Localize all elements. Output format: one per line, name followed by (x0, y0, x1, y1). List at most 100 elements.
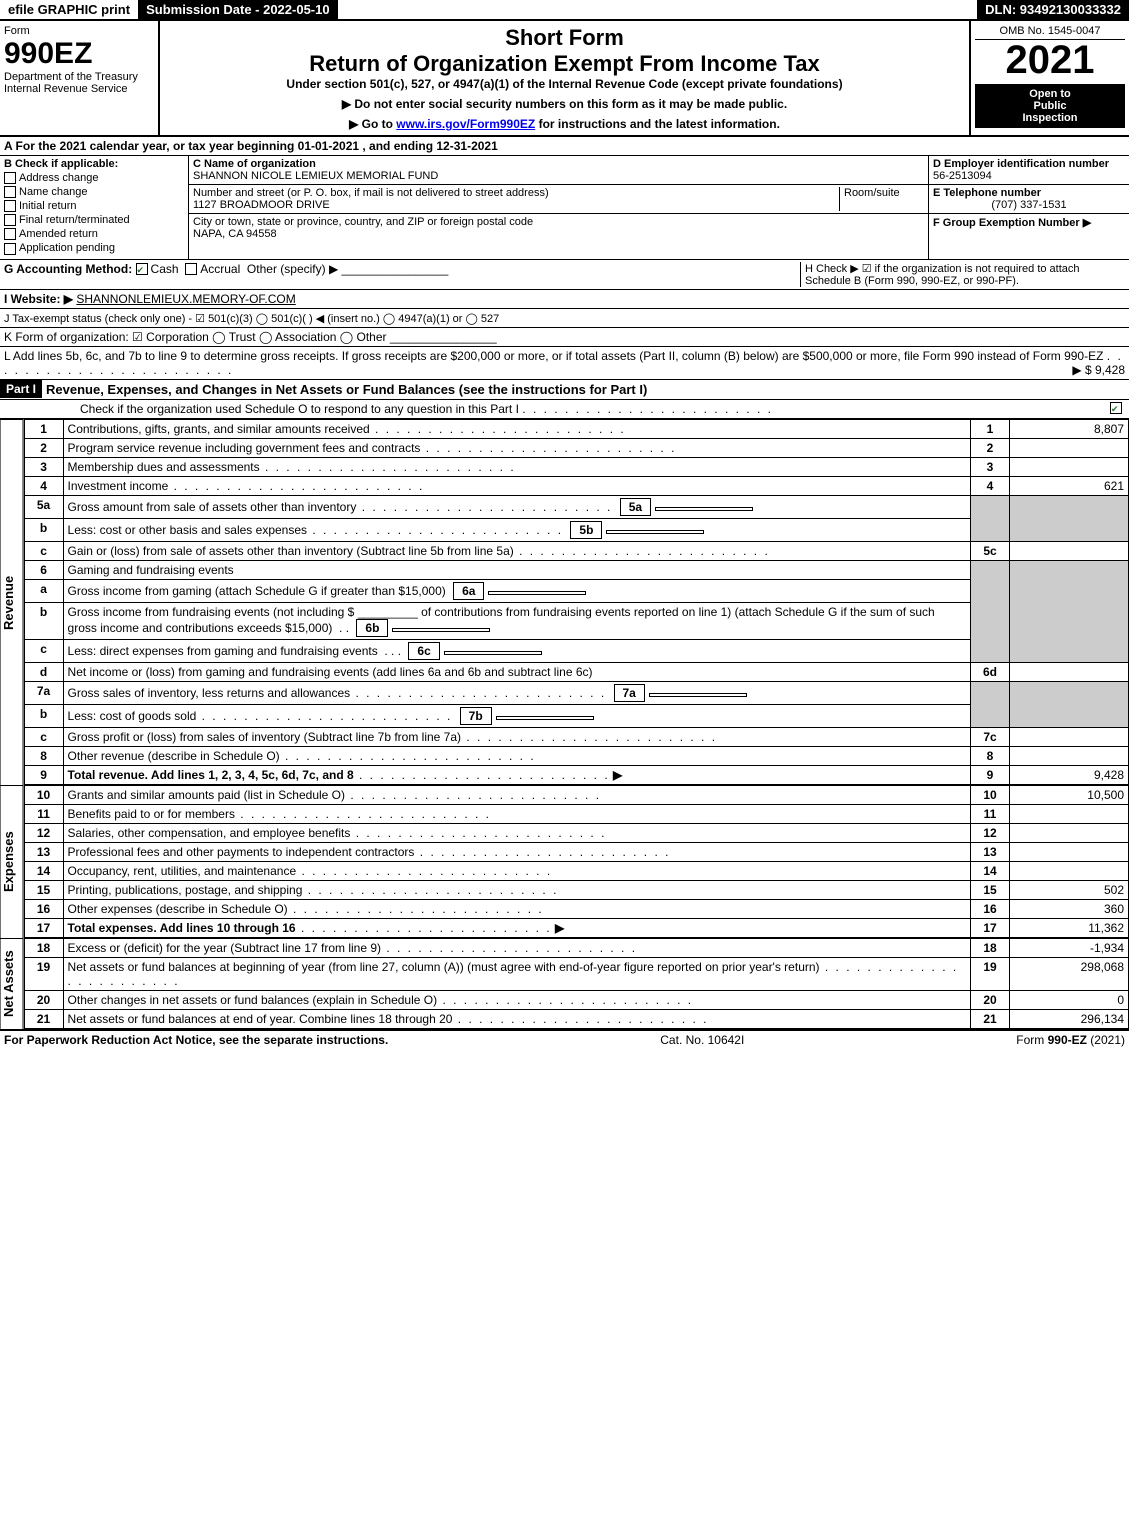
ein-label: D Employer identification number (933, 158, 1109, 170)
g-label: G Accounting Method: (4, 262, 132, 276)
footer-left: For Paperwork Reduction Act Notice, see … (4, 1033, 388, 1047)
tax-year: 2021 (975, 40, 1125, 80)
check-final-return[interactable]: Final return/terminated (4, 214, 184, 226)
open1: Open to (979, 88, 1121, 100)
line-16: 16 Other expenses (describe in Schedule … (24, 899, 1128, 918)
row-a-text: A For the 2021 calendar year, or tax yea… (4, 139, 498, 153)
instr2-post: for instructions and the latest informat… (535, 117, 780, 131)
revenue-side-label: Revenue (0, 419, 24, 785)
header-right: OMB No. 1545-0047 2021 Open to Public In… (971, 21, 1129, 135)
addr-label: Number and street (or P. O. box, if mail… (193, 187, 549, 199)
row-l-text: L Add lines 5b, 6c, and 7b to line 9 to … (4, 349, 1103, 363)
form-label: Form (4, 25, 154, 37)
line-13: 13 Professional fees and other payments … (24, 842, 1128, 861)
row-h-text: H Check ▶ ☑ if the organization is not r… (805, 263, 1080, 287)
ein-value: 56-2513094 (933, 170, 992, 182)
website-value[interactable]: SHANNONLEMIEUX.MEMORY-OF.COM (76, 292, 295, 306)
form-number: 990EZ (4, 37, 154, 71)
org-address: 1127 BROADMOOR DRIVE (193, 199, 330, 211)
check-accrual[interactable] (185, 263, 197, 275)
col-b-header: B Check if applicable: (4, 158, 184, 170)
phone-value: (707) 337-1531 (933, 199, 1125, 211)
subtitle: Under section 501(c), 527, or 4947(a)(1)… (164, 77, 965, 91)
room-label: Room/suite (844, 187, 900, 199)
section-bcdef: B Check if applicable: Address change Na… (0, 156, 1129, 260)
instr2-pre: ▶ Go to (349, 117, 396, 131)
expenses-table: 10 Grants and similar amounts paid (list… (24, 785, 1129, 938)
line-18-amount: -1,934 (1010, 938, 1129, 957)
line-18: 18 Excess or (deficit) for the year (Sub… (24, 938, 1128, 957)
part1-check-text: Check if the organization used Schedule … (80, 402, 519, 416)
line-19-amount: 298,068 (1010, 957, 1129, 990)
footer-center: Cat. No. 10642I (660, 1033, 744, 1047)
title-return: Return of Organization Exempt From Incom… (164, 51, 965, 77)
irs-link[interactable]: www.irs.gov/Form990EZ (396, 117, 535, 131)
part1-checkbox[interactable] (1110, 402, 1122, 414)
line-6: 6 Gaming and fundraising events (24, 560, 1128, 579)
line-9: 9 Total revenue. Add lines 1, 2, 3, 4, 5… (24, 765, 1128, 784)
group-label: F Group Exemption Number ▶ (933, 217, 1091, 229)
line-20: 20 Other changes in net assets or fund b… (24, 990, 1128, 1009)
line-17-amount: 11,362 (1010, 918, 1129, 937)
line-21-amount: 296,134 (1010, 1009, 1129, 1028)
revenue-section: Revenue 1 Contributions, gifts, grants, … (0, 419, 1129, 785)
dln-label: DLN: 93492130033332 (977, 0, 1129, 19)
line-10-amount: 10,500 (1010, 785, 1129, 804)
check-application-pending[interactable]: Application pending (4, 242, 184, 254)
row-l: L Add lines 5b, 6c, and 7b to line 9 to … (0, 347, 1129, 380)
row-g: G Accounting Method: Cash Accrual Other … (4, 262, 800, 287)
row-gh: G Accounting Method: Cash Accrual Other … (0, 260, 1129, 290)
line-6b: b Gross income from fundraising events (… (24, 602, 1128, 639)
line-4-amount: 621 (1010, 476, 1129, 495)
col-b: B Check if applicable: Address change Na… (0, 156, 189, 259)
check-amended-return[interactable]: Amended return (4, 228, 184, 240)
part1-title: Revenue, Expenses, and Changes in Net As… (42, 380, 651, 399)
line-15-amount: 502 (1010, 880, 1129, 899)
form-header: Form 990EZ Department of the Treasury In… (0, 21, 1129, 137)
line-16-amount: 360 (1010, 899, 1129, 918)
line-4: 4 Investment income 4 621 (24, 476, 1128, 495)
part1-label: Part I (0, 380, 42, 398)
city-label: City or town, state or province, country… (193, 216, 533, 228)
line-21: 21 Net assets or fund balances at end of… (24, 1009, 1128, 1028)
row-k: K Form of organization: ☑ Corporation ◯ … (0, 328, 1129, 347)
check-initial-return[interactable]: Initial return (4, 200, 184, 212)
line-5b: b Less: cost or other basis and sales ex… (24, 518, 1128, 541)
row-a: A For the 2021 calendar year, or tax yea… (0, 137, 1129, 156)
part1-header-row: Part I Revenue, Expenses, and Changes in… (0, 380, 1129, 400)
netassets-table: 18 Excess or (deficit) for the year (Sub… (24, 938, 1129, 1029)
submission-date: Submission Date - 2022-05-10 (138, 0, 338, 19)
row-k-text: K Form of organization: ☑ Corporation ◯ … (4, 330, 387, 344)
netassets-side-label: Net Assets (0, 938, 24, 1029)
line-3: 3 Membership dues and assessments 3 (24, 457, 1128, 476)
name-label: C Name of organization (193, 158, 316, 170)
col-c: C Name of organization SHANNON NICOLE LE… (189, 156, 928, 259)
check-cash[interactable] (136, 263, 148, 275)
row-l-amount: ▶ $ 9,428 (1072, 363, 1125, 377)
footer-right: Form 990-EZ (2021) (1016, 1033, 1125, 1047)
open-to-public: Open to Public Inspection (975, 84, 1125, 128)
expenses-side-label: Expenses (0, 785, 24, 938)
line-17: 17 Total expenses. Add lines 10 through … (24, 918, 1128, 937)
line-8: 8 Other revenue (describe in Schedule O)… (24, 746, 1128, 765)
line-6a: a Gross income from gaming (attach Sched… (24, 579, 1128, 602)
line-14: 14 Occupancy, rent, utilities, and maint… (24, 861, 1128, 880)
irs-label: Internal Revenue Service (4, 83, 154, 95)
line-11: 11 Benefits paid to or for members 11 (24, 804, 1128, 823)
line-1: 1 Contributions, gifts, grants, and simi… (24, 419, 1128, 438)
check-address-change[interactable]: Address change (4, 172, 184, 184)
line-7a: 7a Gross sales of inventory, less return… (24, 681, 1128, 704)
line-12: 12 Salaries, other compensation, and emp… (24, 823, 1128, 842)
dept-label: Department of the Treasury (4, 71, 154, 83)
part1-check-row: Check if the organization used Schedule … (0, 400, 1129, 419)
phone-label: E Telephone number (933, 187, 1041, 199)
revenue-table: 1 Contributions, gifts, grants, and simi… (24, 419, 1129, 785)
row-j: J Tax-exempt status (check only one) - ☑… (0, 309, 1129, 328)
title-short-form: Short Form (164, 25, 965, 51)
row-j-text: J Tax-exempt status (check only one) - ☑… (4, 313, 499, 325)
page-footer: For Paperwork Reduction Act Notice, see … (0, 1029, 1129, 1049)
line-7b: b Less: cost of goods sold 7b (24, 704, 1128, 727)
line-19: 19 Net assets or fund balances at beginn… (24, 957, 1128, 990)
header-left: Form 990EZ Department of the Treasury In… (0, 21, 160, 135)
check-name-change[interactable]: Name change (4, 186, 184, 198)
